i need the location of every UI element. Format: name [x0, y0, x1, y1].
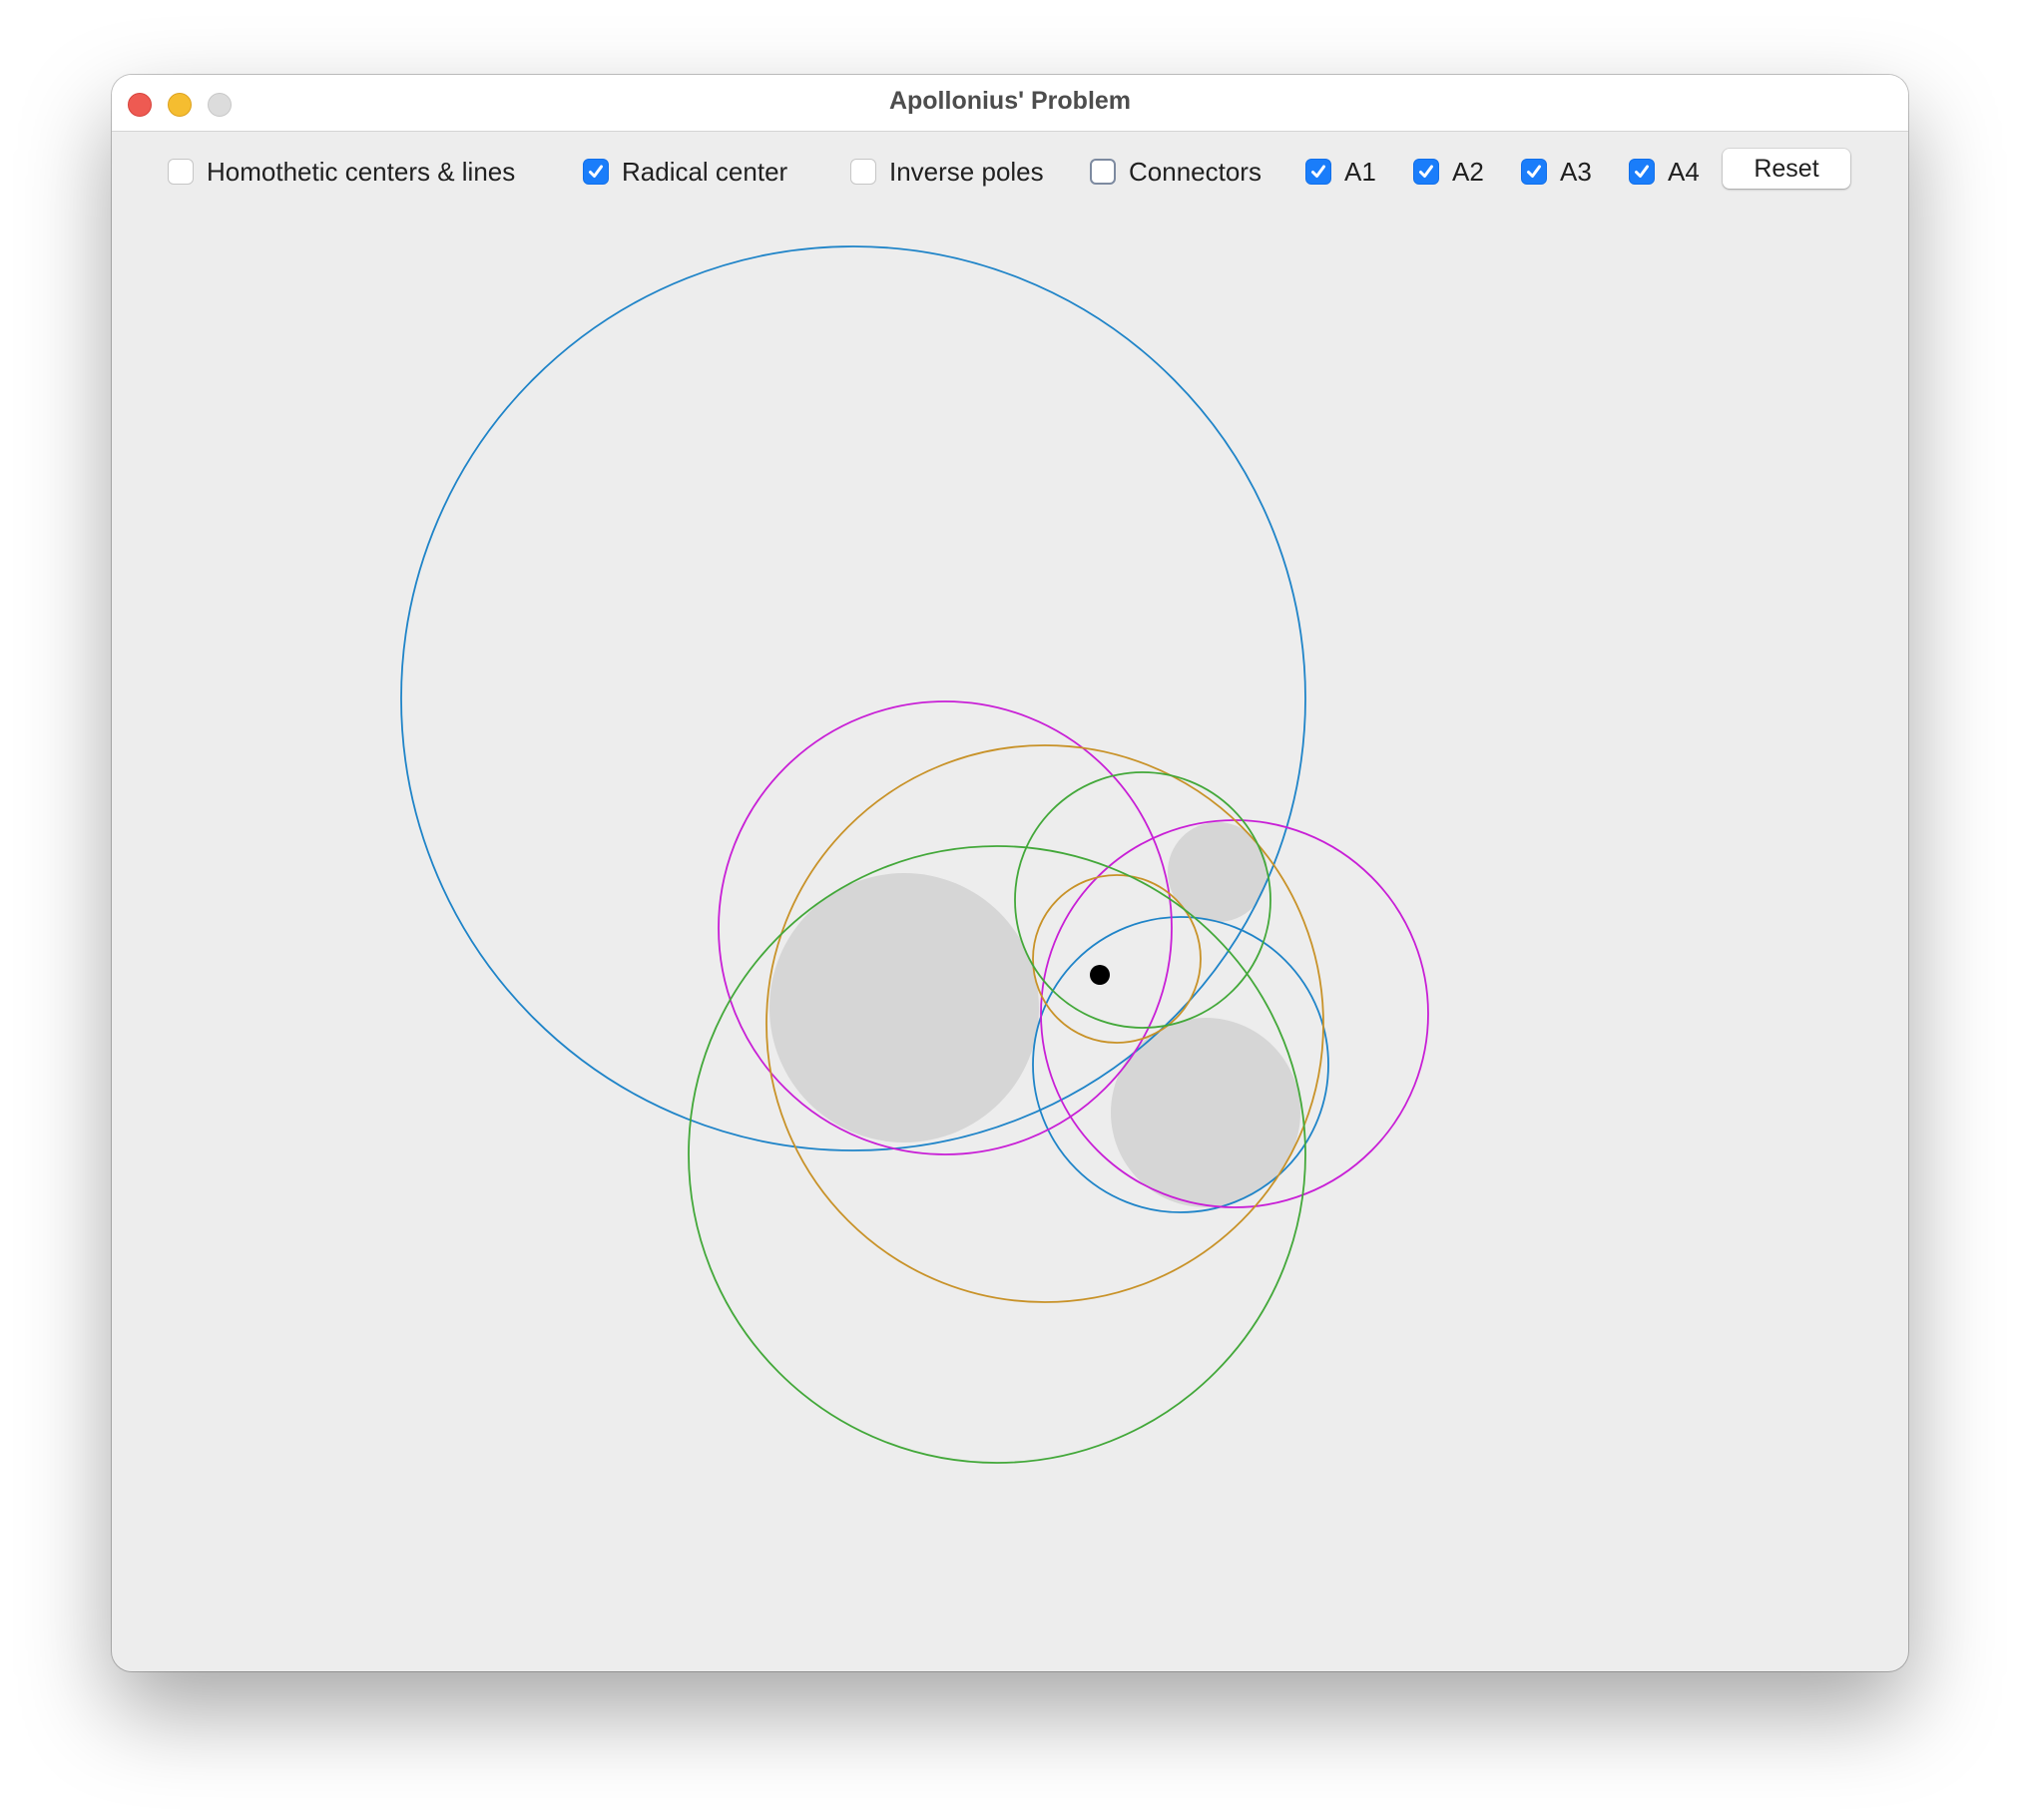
checkbox-box[interactable]	[1521, 159, 1547, 185]
solution-circle-a2-left	[718, 700, 1173, 1155]
homothetic-centers-checkbox[interactable]: Homothetic centers & lines	[168, 155, 515, 189]
close-button[interactable]	[128, 93, 152, 117]
solution-circle-a1-outer	[400, 245, 1306, 1151]
checkmark-icon	[1419, 165, 1433, 178]
checkmark-icon	[1635, 165, 1649, 178]
solution-circle-a1-inner	[1032, 916, 1329, 1213]
checkbox-label: A4	[1668, 156, 1700, 187]
checkbox-box[interactable]	[1090, 159, 1116, 185]
zoom-button-disabled	[208, 93, 232, 117]
solution-circle-a4-outer	[688, 845, 1306, 1464]
checkbox-box[interactable]	[1413, 159, 1439, 185]
a1-checkbox[interactable]: A1	[1305, 155, 1376, 189]
checkbox-label: A2	[1452, 156, 1484, 187]
reset-button[interactable]: Reset	[1723, 149, 1850, 189]
checkbox-label: Inverse poles	[889, 156, 1044, 187]
a2-checkbox[interactable]: A2	[1413, 155, 1484, 189]
title-bar: Apollonius' Problem	[112, 75, 1908, 132]
checkbox-label: Connectors	[1129, 156, 1262, 187]
checkmark-icon	[1311, 165, 1325, 178]
checkmark-icon	[589, 165, 603, 178]
a3-checkbox[interactable]: A3	[1521, 155, 1592, 189]
checkbox-label: Radical center	[622, 156, 788, 187]
given-circle-medium[interactable]	[1111, 1018, 1300, 1207]
options-toolbar: Homothetic centers & lines Radical cente…	[112, 131, 1908, 195]
given-circle-small[interactable]	[1168, 822, 1267, 922]
checkmark-icon	[1527, 165, 1541, 178]
checkbox-box[interactable]	[583, 159, 609, 185]
window-title: Apollonius' Problem	[888, 87, 1132, 115]
solution-circle-a4-inner	[1014, 771, 1271, 1029]
minimize-button[interactable]	[168, 93, 192, 117]
solution-circle-a3-outer	[765, 744, 1324, 1303]
app-window: Apollonius' Problem Homothetic centers &…	[112, 75, 1908, 1671]
radical-center-point	[1090, 965, 1110, 985]
checkbox-box[interactable]	[1305, 159, 1331, 185]
connectors-checkbox[interactable]: Connectors	[1090, 155, 1262, 189]
checkbox-label: A1	[1344, 156, 1376, 187]
checkbox-box[interactable]	[1629, 159, 1655, 185]
radical-center-checkbox[interactable]: Radical center	[583, 155, 787, 189]
checkbox-label: Homothetic centers & lines	[207, 156, 516, 187]
solution-circle-a3-inner	[1032, 874, 1202, 1044]
checkbox-label: A3	[1560, 156, 1592, 187]
checkbox-box[interactable]	[168, 159, 194, 185]
given-circle-large[interactable]	[769, 873, 1039, 1142]
inverse-poles-checkbox[interactable]: Inverse poles	[850, 155, 1044, 189]
a4-checkbox[interactable]: A4	[1629, 155, 1700, 189]
checkbox-box[interactable]	[850, 159, 876, 185]
